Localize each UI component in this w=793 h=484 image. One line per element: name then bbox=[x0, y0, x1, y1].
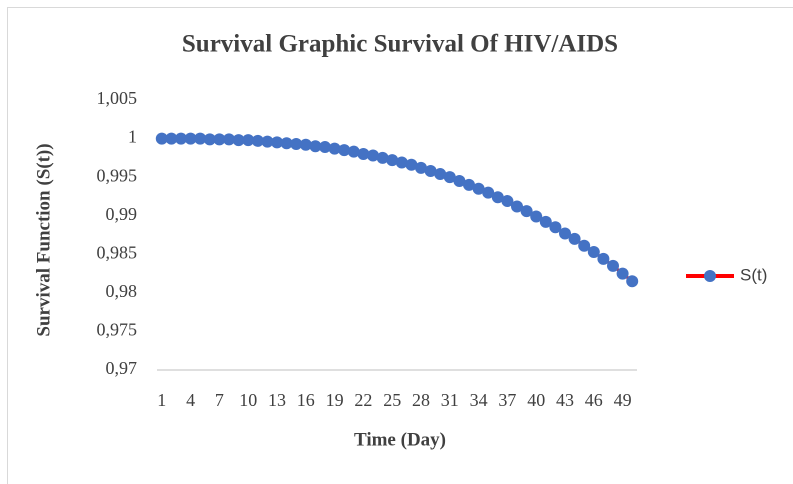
data-point bbox=[271, 136, 283, 149]
data-point bbox=[242, 134, 255, 147]
data-point bbox=[587, 245, 600, 258]
chart-title: Survival Graphic Survival Of HIV/AIDS bbox=[182, 31, 618, 58]
data-point bbox=[578, 239, 591, 252]
x-tick-label: 19 bbox=[326, 390, 344, 410]
data-point bbox=[491, 191, 504, 204]
data-point bbox=[549, 221, 562, 234]
x-tick-label: 16 bbox=[297, 390, 315, 410]
data-point bbox=[232, 134, 245, 147]
data-point bbox=[415, 161, 427, 174]
x-tick-label: 34 bbox=[470, 390, 488, 410]
y-tick-label: 0,985 bbox=[97, 242, 138, 262]
data-point bbox=[367, 149, 379, 162]
data-point bbox=[165, 132, 178, 145]
y-tick-label: 0,97 bbox=[106, 358, 138, 378]
data-point bbox=[376, 151, 389, 164]
data-point bbox=[184, 132, 197, 145]
data-point bbox=[520, 205, 533, 218]
data-point bbox=[501, 195, 514, 208]
data-point bbox=[530, 210, 543, 223]
data-point bbox=[299, 138, 312, 151]
y-tick-label: 0,975 bbox=[97, 320, 138, 340]
data-point bbox=[213, 133, 226, 146]
data-point bbox=[223, 133, 235, 146]
x-tick-label: 10 bbox=[239, 390, 257, 410]
data-point bbox=[386, 154, 399, 167]
legend-marker bbox=[704, 270, 716, 282]
data-point bbox=[405, 158, 418, 171]
x-axis-label: Time (Day) bbox=[354, 429, 446, 450]
data-point bbox=[203, 133, 216, 146]
data-point bbox=[616, 267, 629, 280]
data-point bbox=[261, 135, 274, 148]
x-tick-label: 46 bbox=[585, 390, 603, 410]
data-point bbox=[559, 227, 571, 240]
x-tick-label: 28 bbox=[412, 390, 430, 410]
data-point bbox=[155, 132, 168, 145]
y-tick-label: 1 bbox=[128, 127, 137, 147]
data-point bbox=[472, 182, 485, 195]
data-point bbox=[175, 132, 187, 145]
data-point bbox=[453, 175, 466, 187]
data-point bbox=[443, 171, 456, 184]
data-point bbox=[338, 144, 351, 157]
x-tick-label: 13 bbox=[268, 390, 286, 410]
data-point bbox=[347, 145, 360, 158]
x-tick-label: 37 bbox=[498, 390, 516, 410]
data-point bbox=[434, 168, 447, 181]
y-tick-label: 0,98 bbox=[106, 281, 138, 301]
y-axis-label: Survival Function (S(t)) bbox=[33, 143, 54, 336]
x-tick-label: 22 bbox=[354, 390, 372, 410]
legend-label: S(t) bbox=[740, 265, 767, 284]
data-point bbox=[395, 156, 408, 169]
data-point bbox=[424, 164, 437, 177]
data-point bbox=[463, 178, 475, 191]
data-point bbox=[328, 142, 341, 155]
data-point bbox=[280, 137, 293, 150]
data-point bbox=[482, 186, 495, 199]
y-tick-label: 0,995 bbox=[97, 165, 138, 185]
x-tick-label: 4 bbox=[186, 390, 195, 410]
data-point bbox=[539, 215, 552, 228]
x-tick-label: 25 bbox=[383, 390, 401, 410]
data-point bbox=[357, 148, 370, 160]
x-tick-label: 31 bbox=[441, 390, 459, 410]
chart-border bbox=[7, 7, 793, 484]
x-tick-label: 43 bbox=[556, 390, 574, 410]
x-tick-label: 40 bbox=[527, 390, 545, 410]
x-tick-label: 49 bbox=[614, 390, 632, 410]
data-point bbox=[597, 252, 610, 265]
y-tick-label: 1,005 bbox=[97, 88, 138, 108]
data-point bbox=[626, 275, 639, 288]
data-point bbox=[251, 134, 264, 147]
y-tick-label: 0,99 bbox=[106, 204, 138, 224]
data-point bbox=[511, 200, 523, 213]
data-point bbox=[319, 141, 331, 154]
data-point bbox=[568, 232, 581, 245]
data-point bbox=[290, 137, 303, 150]
data-point bbox=[309, 140, 322, 153]
data-point bbox=[607, 259, 619, 272]
x-tick-label: 1 bbox=[157, 390, 166, 410]
x-tick-label: 7 bbox=[215, 390, 224, 410]
data-point bbox=[194, 132, 207, 145]
